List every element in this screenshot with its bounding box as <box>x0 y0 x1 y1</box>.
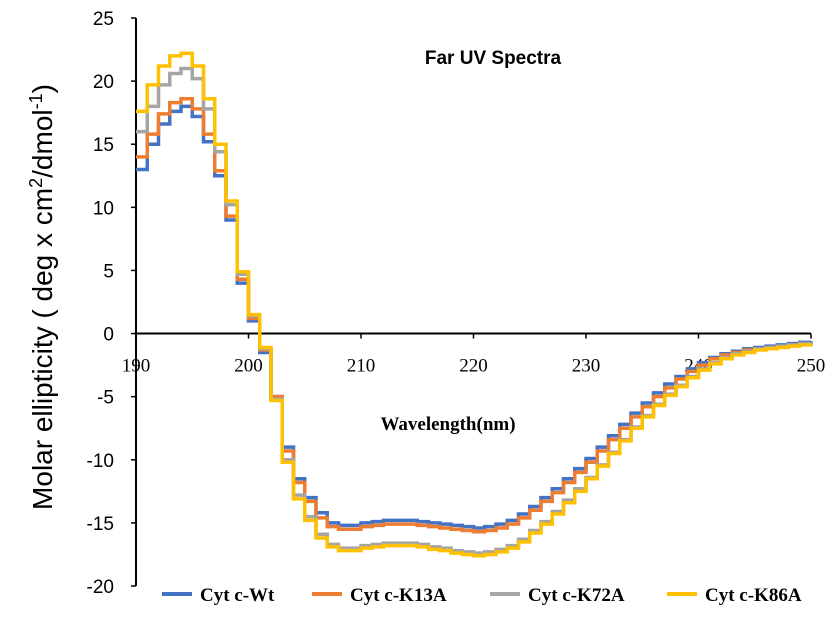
y-tick-label: -15 <box>87 514 114 535</box>
y-tick-label: 25 <box>93 9 114 30</box>
x-tick-label: 230 <box>572 356 601 377</box>
y-tick-label: 10 <box>93 198 114 219</box>
chart-title: Far UV Spectra <box>425 48 562 69</box>
y-tick-label: 20 <box>93 72 114 93</box>
x-tick-label: 250 <box>797 356 826 377</box>
legend-label: Cyt c-K86A <box>705 585 802 606</box>
y-tick-label: 15 <box>93 135 114 156</box>
series-line-cyt-c-k72a <box>136 66 813 555</box>
x-tick-label: 200 <box>234 356 263 377</box>
x-tick-label: 210 <box>347 356 376 377</box>
series-line-cyt-c-wt <box>136 104 813 530</box>
legend-label: Cyt c-K72A <box>528 585 625 606</box>
x-tick-label: 220 <box>459 356 488 377</box>
legend-label: Cyt c-Wt <box>200 585 275 606</box>
y-axis-label: Molar ellipticity ( deg x cm2/dmol-1) <box>26 84 58 510</box>
x-axis-label: Wavelength(nm) <box>380 414 515 435</box>
y-axis: -20 -15 -10 -5 0 5 10 15 20 25 <box>87 9 137 598</box>
x-tick-label: 190 <box>122 356 151 377</box>
x-axis: 190 200 210 220 230 240 250 <box>122 332 826 377</box>
y-tick-label: -20 <box>87 577 114 598</box>
y-tick-label: 5 <box>103 261 114 282</box>
series-lines <box>136 51 813 558</box>
legend: Cyt c-Wt Cyt c-K13A Cyt c-K72A Cyt c-K86A <box>162 585 802 606</box>
series-line-cyt-c-k86a <box>136 51 813 558</box>
legend-label: Cyt c-K13A <box>350 585 447 606</box>
y-tick-label: -5 <box>97 388 114 409</box>
y-tick-label: 0 <box>103 325 114 346</box>
series-line-cyt-c-k13a <box>136 97 813 534</box>
y-tick-label: -10 <box>87 451 114 472</box>
